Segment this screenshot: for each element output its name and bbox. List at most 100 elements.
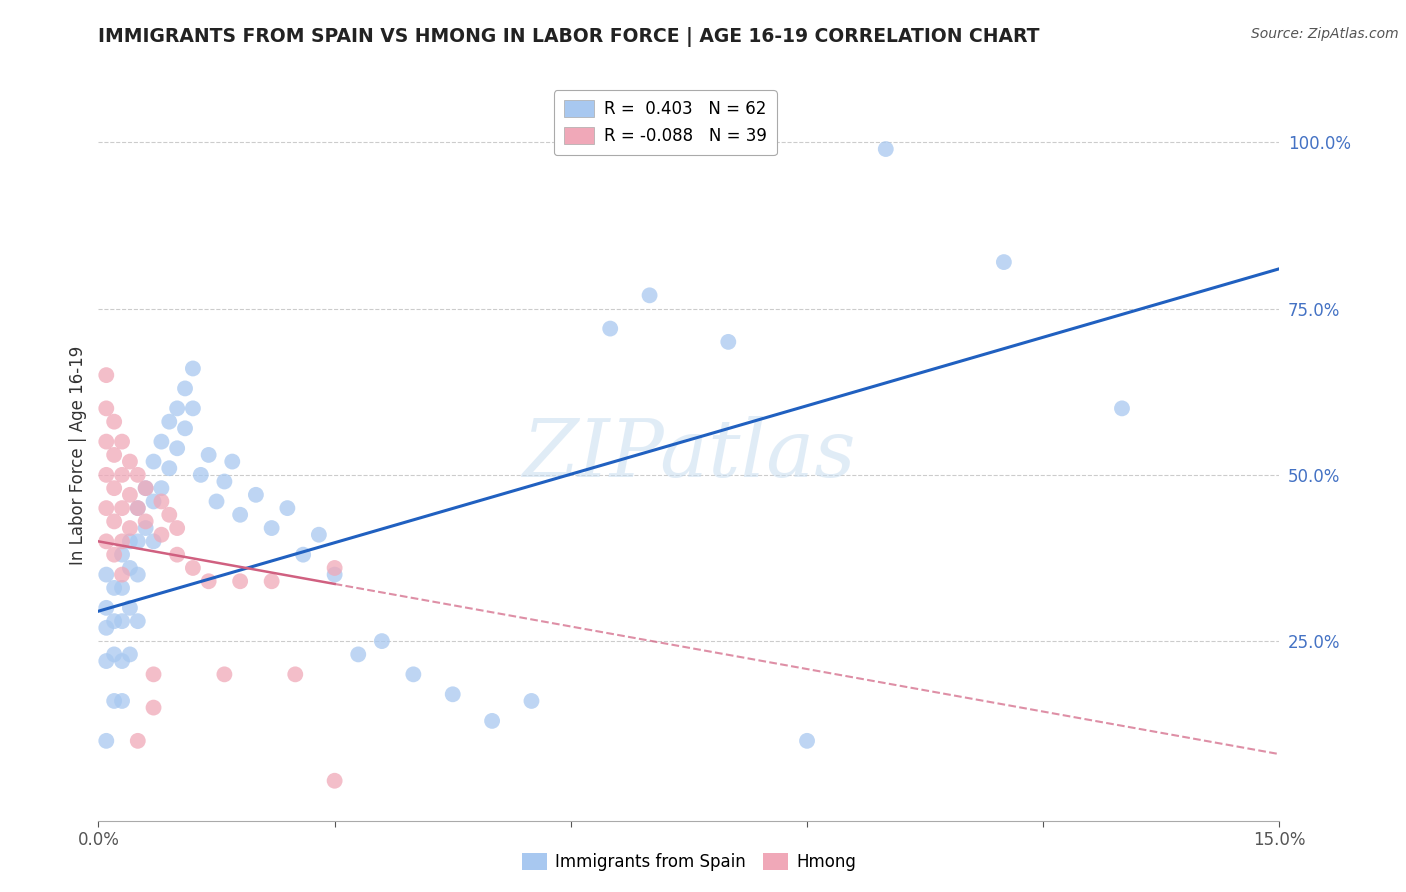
Point [127, 614, 149, 628]
Point [127, 734, 149, 748]
Point [205, 494, 228, 508]
Point [371, 634, 394, 648]
Point [174, 381, 197, 395]
Point [103, 415, 125, 429]
Point [142, 667, 165, 681]
Point [111, 654, 134, 668]
Point [127, 534, 149, 549]
Point [166, 548, 188, 562]
Point [717, 334, 740, 349]
Point [150, 494, 173, 508]
Point [181, 401, 204, 416]
Point [96, 501, 118, 516]
Point [796, 734, 818, 748]
Point [214, 667, 236, 681]
Point [135, 521, 157, 535]
Point [135, 481, 157, 495]
Point [599, 321, 621, 335]
Point [111, 467, 134, 482]
Point [323, 561, 346, 575]
Point [142, 454, 165, 468]
Point [118, 454, 141, 468]
Point [276, 501, 298, 516]
Point [181, 561, 204, 575]
Point [347, 648, 370, 662]
Point [96, 534, 118, 549]
Point [229, 574, 252, 589]
Text: ZIPatlas: ZIPatlas [522, 417, 856, 493]
Point [402, 667, 425, 681]
Point [118, 561, 141, 575]
Point [96, 401, 118, 416]
Point [111, 694, 134, 708]
Point [481, 714, 503, 728]
Point [103, 614, 125, 628]
Point [214, 475, 236, 489]
Point [127, 467, 149, 482]
Y-axis label: In Labor Force | Age 16-19: In Labor Force | Age 16-19 [69, 345, 87, 565]
Point [111, 534, 134, 549]
Point [103, 548, 125, 562]
Text: IMMIGRANTS FROM SPAIN VS HMONG IN LABOR FORCE | AGE 16-19 CORRELATION CHART: IMMIGRANTS FROM SPAIN VS HMONG IN LABOR … [98, 27, 1040, 46]
Point [111, 501, 134, 516]
Point [174, 421, 197, 435]
Point [323, 773, 346, 788]
Point [103, 694, 125, 708]
Point [245, 488, 267, 502]
Point [96, 368, 118, 383]
Point [993, 255, 1015, 269]
Point [135, 481, 157, 495]
Point [260, 521, 283, 535]
Point [135, 515, 157, 529]
Point [127, 501, 149, 516]
Point [520, 694, 543, 708]
Legend: Immigrants from Spain, Hmong: Immigrants from Spain, Hmong [515, 847, 863, 878]
Point [197, 574, 219, 589]
Point [96, 434, 118, 449]
Point [118, 534, 141, 549]
Point [111, 548, 134, 562]
Point [127, 567, 149, 582]
Point [96, 467, 118, 482]
Text: Source: ZipAtlas.com: Source: ZipAtlas.com [1251, 27, 1399, 41]
Point [96, 621, 118, 635]
Point [103, 581, 125, 595]
Point [118, 521, 141, 535]
Point [96, 734, 118, 748]
Point [441, 687, 464, 701]
Point [96, 567, 118, 582]
Point [96, 654, 118, 668]
Point [103, 648, 125, 662]
Point [292, 548, 315, 562]
Point [323, 567, 346, 582]
Point [111, 567, 134, 582]
Point [197, 448, 219, 462]
Point [308, 527, 330, 541]
Point [166, 401, 188, 416]
Point [157, 461, 180, 475]
Point [96, 600, 118, 615]
Point [103, 448, 125, 462]
Point [142, 534, 165, 549]
Point [118, 648, 141, 662]
Point [190, 467, 212, 482]
Point [229, 508, 252, 522]
Point [638, 288, 661, 302]
Point [150, 434, 173, 449]
Point [157, 415, 180, 429]
Point [181, 361, 204, 376]
Point [1111, 401, 1133, 416]
Point [157, 508, 180, 522]
Point [875, 142, 897, 156]
Point [166, 521, 188, 535]
Point [142, 700, 165, 714]
Point [150, 481, 173, 495]
Point [260, 574, 283, 589]
Point [221, 454, 243, 468]
Point [166, 442, 188, 456]
Point [111, 581, 134, 595]
Point [142, 494, 165, 508]
Point [118, 600, 141, 615]
Point [118, 488, 141, 502]
Point [111, 434, 134, 449]
